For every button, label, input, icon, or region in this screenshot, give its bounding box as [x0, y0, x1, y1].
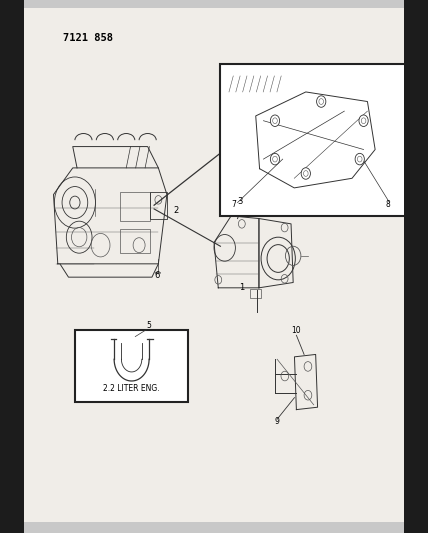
Circle shape	[270, 115, 279, 126]
Bar	[220, 64, 407, 216]
Bar	[250, 289, 261, 298]
Circle shape	[355, 154, 364, 165]
Bar	[0, 0, 24, 533]
Bar	[75, 330, 188, 402]
Text: 7121 858: 7121 858	[63, 33, 113, 43]
Bar	[404, 0, 428, 533]
Circle shape	[359, 115, 368, 126]
Text: 5: 5	[146, 320, 151, 329]
Text: 7: 7	[231, 200, 236, 209]
Circle shape	[301, 168, 310, 179]
Text: 2.2 LITER ENG.: 2.2 LITER ENG.	[103, 384, 160, 393]
Text: 2: 2	[173, 206, 178, 215]
Bar	[120, 229, 150, 253]
Text: 6: 6	[154, 271, 160, 280]
Circle shape	[270, 154, 279, 165]
Bar	[120, 192, 150, 221]
Text: 10: 10	[291, 326, 301, 335]
Circle shape	[317, 96, 326, 107]
Text: 9: 9	[275, 417, 279, 426]
Text: 8: 8	[385, 200, 390, 209]
Bar	[150, 192, 167, 219]
Bar	[24, 8, 404, 522]
Text: 1: 1	[239, 284, 244, 293]
Text: 3: 3	[238, 197, 243, 206]
